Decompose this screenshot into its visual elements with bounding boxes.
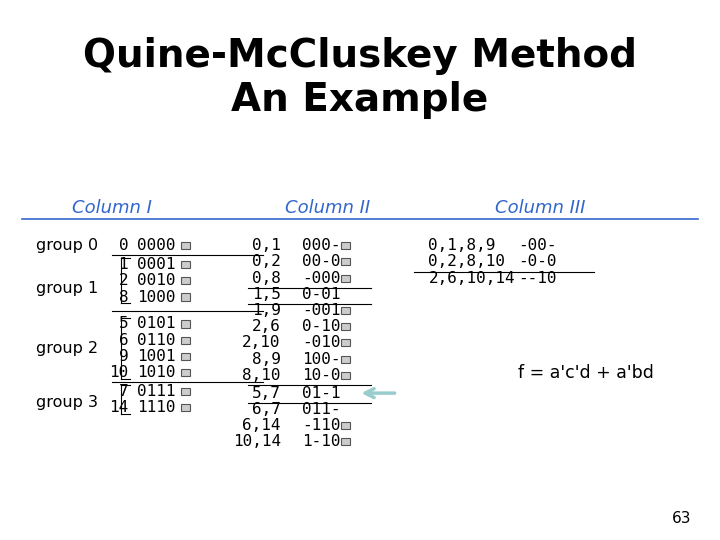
Text: 6: 6 (119, 333, 128, 348)
FancyBboxPatch shape (181, 242, 190, 249)
Text: 6,14: 6,14 (243, 418, 281, 433)
Text: -0-0: -0-0 (518, 254, 557, 269)
FancyBboxPatch shape (181, 388, 190, 395)
Text: -00-: -00- (518, 238, 557, 253)
Text: 0001: 0001 (137, 257, 175, 272)
FancyBboxPatch shape (341, 275, 350, 282)
Text: 011-: 011- (302, 402, 341, 417)
Text: 10,14: 10,14 (233, 434, 281, 449)
Text: 000-: 000- (302, 238, 341, 253)
Text: 1,9: 1,9 (252, 303, 281, 318)
Text: 5,7: 5,7 (252, 386, 281, 401)
FancyBboxPatch shape (181, 320, 190, 327)
Text: 2,10: 2,10 (243, 335, 281, 350)
Text: 1,5: 1,5 (252, 287, 281, 302)
FancyBboxPatch shape (181, 261, 190, 268)
Text: 1000: 1000 (137, 289, 175, 305)
FancyBboxPatch shape (181, 369, 190, 376)
Text: f = a'c'd + a'bd: f = a'c'd + a'bd (518, 363, 654, 382)
Text: -001: -001 (302, 303, 341, 318)
Text: 0000: 0000 (137, 238, 175, 253)
Text: 5: 5 (119, 316, 128, 332)
Text: 9: 9 (119, 349, 128, 364)
Text: 1110: 1110 (137, 400, 175, 415)
FancyBboxPatch shape (181, 353, 190, 360)
Text: 2,6,10,14: 2,6,10,14 (428, 271, 515, 286)
Text: 14: 14 (109, 400, 128, 415)
Text: 0-01: 0-01 (302, 287, 341, 302)
Text: group 1: group 1 (36, 281, 98, 296)
Text: 10-0: 10-0 (302, 368, 341, 383)
FancyBboxPatch shape (341, 258, 350, 265)
Text: 100-: 100- (302, 352, 341, 367)
Text: 0,2: 0,2 (252, 254, 281, 269)
Text: 0010: 0010 (137, 273, 175, 288)
Text: 1010: 1010 (137, 365, 175, 380)
Text: 0-10: 0-10 (302, 319, 341, 334)
Text: 0,2,8,10: 0,2,8,10 (428, 254, 505, 269)
Text: 01-1: 01-1 (302, 386, 341, 401)
Text: -000: -000 (302, 271, 341, 286)
FancyBboxPatch shape (341, 340, 350, 347)
FancyBboxPatch shape (181, 293, 190, 300)
FancyBboxPatch shape (181, 337, 190, 344)
FancyBboxPatch shape (341, 372, 350, 379)
Text: group 3: group 3 (36, 395, 98, 410)
Text: 7: 7 (119, 384, 128, 399)
Text: 0: 0 (119, 238, 128, 253)
Text: group 2: group 2 (36, 341, 98, 356)
Text: Column I: Column I (72, 199, 151, 217)
FancyBboxPatch shape (341, 323, 350, 330)
Text: 0,1,8,9: 0,1,8,9 (428, 238, 496, 253)
Text: Quine-McCluskey Method
An Example: Quine-McCluskey Method An Example (83, 37, 637, 119)
FancyBboxPatch shape (341, 242, 350, 249)
Text: 1001: 1001 (137, 349, 175, 364)
FancyBboxPatch shape (341, 355, 350, 363)
Text: 2: 2 (119, 273, 128, 288)
Text: -110: -110 (302, 418, 341, 433)
Text: 8: 8 (119, 289, 128, 305)
Text: 1: 1 (119, 257, 128, 272)
Text: Column II: Column II (285, 199, 370, 217)
Text: 0101: 0101 (137, 316, 175, 332)
Text: 0,1: 0,1 (252, 238, 281, 253)
Text: 63: 63 (672, 511, 691, 526)
FancyBboxPatch shape (341, 307, 350, 314)
Text: Column III: Column III (495, 199, 585, 217)
Text: 0111: 0111 (137, 384, 175, 399)
Text: 8,10: 8,10 (243, 368, 281, 383)
Text: group 0: group 0 (36, 238, 98, 253)
Text: 1-10: 1-10 (302, 434, 341, 449)
Text: 10: 10 (109, 365, 128, 380)
Text: 0,8: 0,8 (252, 271, 281, 286)
Text: 6,7: 6,7 (252, 402, 281, 417)
FancyBboxPatch shape (181, 404, 190, 411)
Text: -010: -010 (302, 335, 341, 350)
Text: 00-0: 00-0 (302, 254, 341, 269)
Text: --10: --10 (518, 271, 557, 286)
FancyBboxPatch shape (341, 422, 350, 429)
FancyBboxPatch shape (341, 438, 350, 445)
Text: 8,9: 8,9 (252, 352, 281, 367)
FancyBboxPatch shape (181, 278, 190, 284)
Text: 0110: 0110 (137, 333, 175, 348)
Text: 2,6: 2,6 (252, 319, 281, 334)
